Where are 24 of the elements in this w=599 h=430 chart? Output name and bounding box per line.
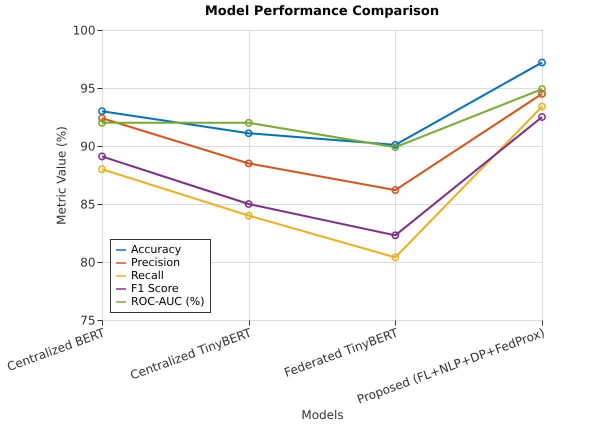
- point: [391, 253, 400, 262]
- legend-label: Precision: [131, 256, 180, 269]
- legend-label: ROC-AUC (%): [131, 295, 204, 308]
- x-axis-title: Models: [301, 408, 344, 422]
- point: [391, 231, 400, 240]
- point: [244, 159, 253, 168]
- point: [244, 129, 253, 138]
- legend-label: Accuracy: [131, 243, 182, 256]
- point: [391, 186, 400, 194]
- point: [244, 118, 253, 127]
- point: [391, 143, 400, 152]
- y-tick-label: 95: [80, 82, 96, 96]
- point: [391, 140, 400, 149]
- y-tick-label: 100: [72, 24, 96, 38]
- point: [244, 200, 253, 208]
- point: [244, 212, 253, 220]
- y-tick-label: 75: [80, 314, 96, 328]
- chart-title: Model Performance Comparison: [204, 4, 440, 19]
- legend-label: F1 Score: [131, 282, 179, 295]
- y-tick-label: 90: [80, 140, 96, 154]
- y-tick-label: 85: [80, 198, 96, 212]
- y-axis-title: Metric Value (%): [54, 126, 69, 225]
- y-tick-label: 80: [80, 256, 96, 270]
- legend-label: Recall: [131, 269, 164, 282]
